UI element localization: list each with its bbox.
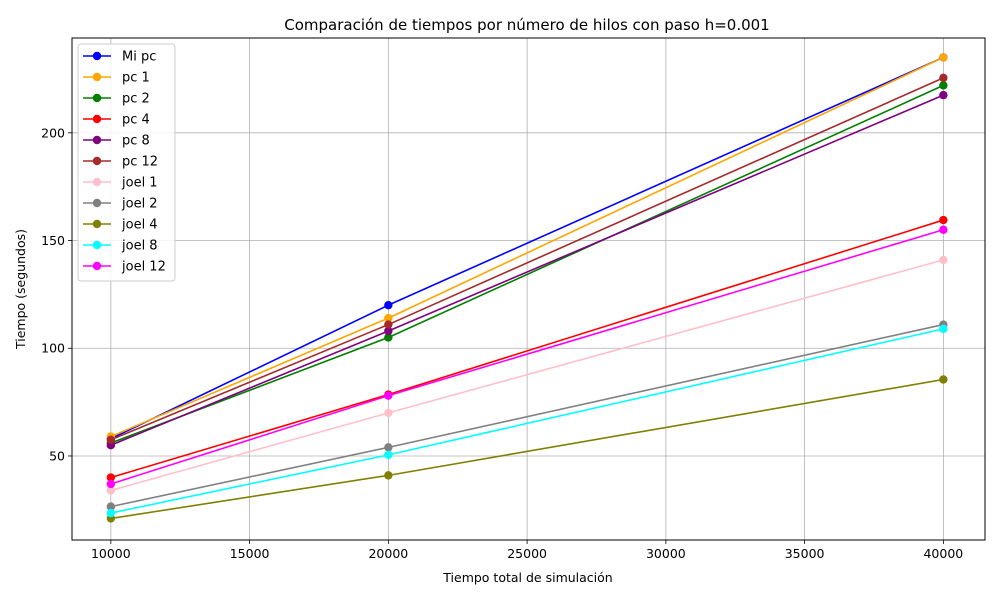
legend-label: joel 8: [121, 239, 158, 254]
legend-swatch-marker: [92, 156, 102, 166]
data-point: [106, 473, 116, 482]
data-point: [384, 313, 393, 323]
data-point: [384, 443, 393, 452]
data-point: [939, 324, 948, 334]
legend-label: pc 1: [122, 71, 150, 86]
legend-label: joel 1: [121, 176, 158, 191]
legend-label: Mi pc: [122, 50, 156, 65]
legend: Mi pc pc 1 pc 2 pc 4 pc 8 pc 12 joel 1 joel 2 jo…: [77, 43, 176, 282]
legend-box: [77, 43, 176, 282]
chart-title: Comparación de tiempos por número de hil…: [284, 16, 769, 34]
data-point: [384, 450, 393, 460]
x-tick-label: 20000: [368, 546, 408, 561]
data-point: [384, 408, 393, 418]
legend-label: joel 2: [121, 197, 158, 212]
data-point: [939, 81, 948, 90]
legend-swatch-marker: [92, 198, 102, 208]
data-point: [384, 300, 393, 310]
x-tick-label: 25000: [507, 546, 547, 561]
y-tick-label: 150: [41, 233, 65, 248]
data-point: [384, 326, 393, 336]
y-tick-label: 200: [41, 125, 65, 140]
y-axis-label: Tiempo (segundos): [13, 229, 28, 350]
legend-swatch-marker: [92, 114, 102, 124]
legend-swatch-marker: [92, 51, 102, 61]
data-point: [939, 215, 948, 225]
x-tick-label: 10000: [91, 546, 131, 561]
grid-lines: [72, 38, 985, 540]
legend-swatch-marker: [92, 72, 102, 82]
legend-label: joel 4: [121, 218, 158, 233]
x-axis-label: Tiempo total de simulación: [442, 570, 612, 585]
y-tick-label: 100: [41, 341, 65, 356]
x-tick-label: 15000: [230, 546, 270, 561]
series-markers: [106, 53, 948, 523]
legend-label: pc 8: [122, 134, 150, 149]
data-point: [384, 333, 393, 342]
data-point: [939, 255, 948, 265]
x-axis-ticks: 10000 15000 20000 25000 30000 35000 40000: [91, 540, 963, 561]
x-tick-label: 30000: [646, 546, 686, 561]
legend-swatch-marker: [92, 177, 102, 187]
data-point: [106, 508, 116, 518]
data-point: [939, 73, 948, 83]
plot-frame: [71, 37, 986, 541]
legend-swatch-marker: [92, 219, 102, 229]
data-point: [384, 471, 393, 480]
legend-label: pc 2: [122, 92, 150, 107]
data-point: [106, 479, 116, 489]
data-point: [939, 225, 948, 234]
y-tick-label: 50: [49, 448, 65, 463]
data-point: [939, 53, 948, 62]
y-axis-ticks: 50 100 150 200: [41, 125, 72, 463]
data-point: [384, 391, 393, 400]
data-point: [384, 320, 393, 329]
legend-swatch-marker: [92, 240, 102, 250]
legend-label: pc 4: [122, 113, 150, 128]
data-point: [106, 502, 116, 511]
legend-swatch-marker: [92, 93, 102, 103]
data-point: [106, 486, 116, 495]
data-point: [939, 375, 948, 384]
x-tick-label: 40000: [923, 546, 963, 561]
legend-swatch-marker: [92, 135, 102, 145]
legend-label: joel 12: [121, 260, 166, 275]
data-point: [106, 435, 116, 445]
data-point: [939, 90, 948, 100]
x-tick-label: 35000: [785, 546, 825, 561]
legend-label: pc 12: [122, 155, 158, 170]
legend-swatch-marker: [92, 261, 102, 271]
